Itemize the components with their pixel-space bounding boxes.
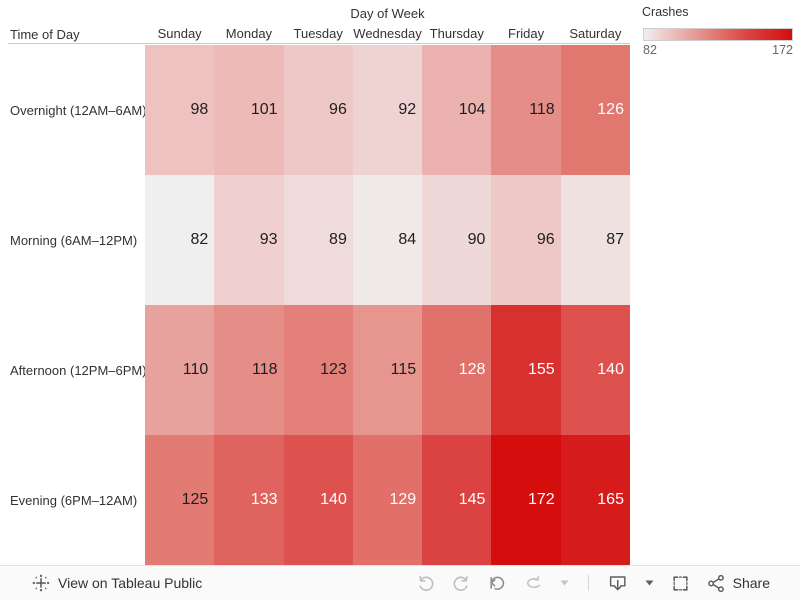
col-header-sunday[interactable]: Sunday: [157, 26, 202, 41]
chevron-down-icon: [645, 580, 654, 586]
col-header-tuesday[interactable]: Tuesday: [293, 26, 343, 41]
heatmap-cell[interactable]: 118: [214, 305, 284, 435]
fullscreen-icon: [671, 574, 690, 593]
heatmap-cell[interactable]: 96: [283, 45, 353, 175]
col-header-wednesday[interactable]: Wednesday: [353, 26, 422, 41]
refresh-icon: [524, 574, 543, 593]
col-header-friday[interactable]: Friday: [508, 26, 545, 41]
col-axis-title: Day of Week: [350, 6, 425, 21]
redo-button[interactable]: [452, 574, 471, 593]
download-dropdown-button[interactable]: [645, 580, 654, 586]
heatmap-cell[interactable]: 145: [422, 435, 492, 565]
heatmap-cell[interactable]: 126: [560, 45, 630, 175]
row-headers: Overnight (12AM–6AM) Morning (6AM–12PM) Af…: [0, 45, 147, 565]
heatmap-cell[interactable]: 140: [283, 435, 353, 565]
row-axis-title: Time of Day: [10, 27, 80, 42]
heatmap-cell[interactable]: 133: [214, 435, 284, 565]
row-header[interactable]: Overnight (12AM–6AM): [10, 102, 147, 118]
view-on-tableau-public-link[interactable]: View on Tableau Public: [32, 574, 202, 592]
heatmap-cell[interactable]: 87: [560, 175, 630, 305]
heatmap-cell[interactable]: 101: [214, 45, 284, 175]
heatmap-cell[interactable]: 172: [491, 435, 561, 565]
col-header-thursday[interactable]: Thursday: [429, 26, 484, 41]
row-header[interactable]: Afternoon (12PM–6PM): [10, 362, 147, 378]
replay-icon: [488, 574, 507, 593]
heatmap-grid: 98 101 96 92 104 118 126 82 93 89 84 90 96 87 110 118 12…: [145, 45, 630, 565]
heatmap-cell[interactable]: 110: [145, 305, 215, 435]
toolbar-separator: [587, 575, 589, 591]
legend-range-labels: 82 172: [643, 43, 793, 57]
heatmap-cell[interactable]: 155: [491, 305, 561, 435]
legend-max-label: 172: [772, 43, 793, 57]
heatmap-cell[interactable]: 125: [145, 435, 215, 565]
tableau-toolbar: View on Tableau Public: [0, 565, 800, 600]
heatmap-cell[interactable]: 84: [352, 175, 423, 305]
share-label: Share: [732, 575, 770, 591]
undo-button[interactable]: [416, 574, 435, 593]
heatmap-cell[interactable]: 123: [283, 305, 353, 435]
col-header-saturday[interactable]: Saturday: [569, 26, 622, 41]
heatmap-cell[interactable]: 96: [491, 175, 561, 305]
heatmap-cell[interactable]: 89: [283, 175, 353, 305]
refresh-dropdown-button[interactable]: [560, 580, 569, 586]
download-button[interactable]: [608, 574, 628, 593]
heatmap-cell[interactable]: 92: [352, 45, 423, 175]
heatmap-cell[interactable]: 140: [560, 305, 630, 435]
heatmap-cell[interactable]: 93: [214, 175, 284, 305]
heatmap-cell[interactable]: 115: [352, 305, 423, 435]
replay-button[interactable]: [488, 574, 507, 593]
heatmap-cell[interactable]: 82: [145, 175, 215, 305]
heatmap-cell[interactable]: 90: [422, 175, 492, 305]
heatmap-cell[interactable]: 129: [352, 435, 423, 565]
row-header[interactable]: Evening (6PM–12AM): [10, 492, 138, 508]
legend-min-label: 82: [643, 43, 657, 57]
heatmap-cell[interactable]: 104: [422, 45, 492, 175]
legend-title: Crashes: [642, 5, 689, 19]
chevron-down-icon: [560, 580, 569, 586]
heatmap-cell[interactable]: 98: [145, 45, 215, 175]
heatmap-cell[interactable]: 118: [491, 45, 561, 175]
undo-icon: [416, 574, 435, 593]
refresh-button[interactable]: [524, 574, 543, 593]
heatmap-cell[interactable]: 165: [560, 435, 630, 565]
download-icon: [608, 574, 628, 593]
heatmap-cell[interactable]: 128: [422, 305, 492, 435]
toolbar-buttons: Share: [416, 574, 770, 593]
view-on-tableau-public-label: View on Tableau Public: [58, 575, 203, 591]
row-header[interactable]: Morning (6AM–12PM): [10, 232, 138, 248]
share-button[interactable]: Share: [707, 574, 770, 593]
fullscreen-button[interactable]: [671, 574, 690, 593]
column-headers: Sunday Monday Tuesday Wednesday Thursday Frid…: [145, 25, 630, 43]
redo-icon: [452, 574, 471, 593]
share-icon: [707, 574, 726, 593]
color-legend: Crashes 82 172: [638, 5, 795, 57]
header-divider: [8, 43, 630, 44]
col-header-monday[interactable]: Monday: [225, 26, 273, 41]
tableau-logo-icon: [32, 574, 50, 592]
legend-gradient-bar: [643, 28, 793, 41]
